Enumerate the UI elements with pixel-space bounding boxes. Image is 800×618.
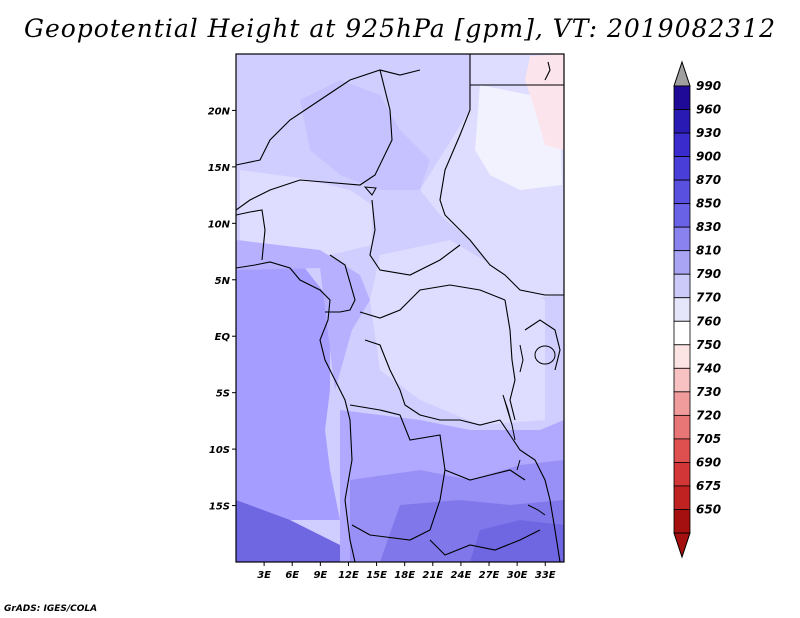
colorbar-swatch: [673, 438, 691, 463]
longitude-label: 3E: [257, 570, 271, 581]
colorbar-label: 960: [696, 103, 721, 117]
latitude-label: 10S: [209, 445, 230, 456]
latitude-label: 5N: [215, 276, 231, 287]
longitude-label: 30E: [507, 570, 528, 581]
longitude-label: 33E: [535, 570, 556, 581]
colorbar-swatch: [673, 320, 691, 346]
colorbar-label: 760: [696, 314, 721, 328]
lakes: [363, 186, 556, 516]
colorbar-swatch: [673, 414, 691, 440]
colorbar-swatch: [673, 156, 691, 181]
longitude-label: 24E: [451, 570, 472, 581]
colorbar-label: 870: [696, 173, 721, 187]
latitude-label: 15S: [209, 502, 230, 513]
colorbar-swatch: [673, 297, 691, 322]
colorbar-label: 750: [696, 338, 721, 352]
colorbar-label: 790: [696, 267, 721, 281]
latitude-label: 20N: [208, 106, 231, 117]
colorbar-swatch: [673, 250, 691, 275]
colorbar-label: 770: [696, 291, 721, 305]
colorbar-label: 705: [696, 432, 721, 446]
colorbar-label: 850: [696, 197, 721, 211]
colorbar-swatch: [673, 367, 691, 393]
longitude-label: 27E: [479, 570, 500, 581]
colorbar-swatch: [673, 509, 691, 534]
map-title: Geopotential Height at 925hPa [gpm], VT:…: [23, 14, 777, 43]
geopotential-field: [236, 54, 564, 562]
longitude-label: 9E: [313, 570, 327, 581]
colorbar-label: 990: [696, 79, 721, 93]
latitude-label: EQ: [215, 332, 231, 343]
country-borders: [236, 54, 564, 562]
credit-text: GrADS: IGES/COLA: [4, 604, 98, 614]
map-frame: [235, 53, 565, 563]
latitude-label: 15N: [208, 163, 231, 174]
colorbar-swatch: [673, 179, 691, 205]
colorbar: 990 960 930 900 870 850 830 810 790 770 760 750 740 7…: [673, 60, 721, 559]
longitude-label: 6E: [285, 570, 299, 581]
colorbar-label: 720: [696, 408, 721, 422]
colorbar-swatch: [673, 226, 691, 252]
colorbar-swatch: [673, 485, 691, 510]
colorbar-label: 740: [696, 361, 721, 375]
colorbar-top-arrow: [673, 60, 691, 87]
colorbar-swatch: [673, 462, 691, 487]
longitude-label: 21E: [422, 570, 443, 581]
colorbar-swatch: [673, 391, 691, 416]
latitude-label: 10N: [208, 219, 231, 230]
colorbar-label: 675: [696, 479, 721, 493]
colorbar-swatch: [673, 344, 691, 369]
colorbar-label: 730: [696, 385, 721, 399]
colorbar-swatch: [673, 273, 691, 299]
colorbar-swatch: [673, 109, 691, 134]
colorbar-label: 650: [696, 502, 721, 516]
longitude-axis: 3E 6E 9E 12E 15E 18E 21E 24E 27E 30E 33E: [257, 562, 556, 581]
colorbar-bottom-arrow: [673, 532, 691, 559]
colorbar-label: 930: [696, 126, 721, 140]
longitude-label: 12E: [338, 570, 359, 581]
longitude-label: 15E: [366, 570, 387, 581]
colorbar-label: 810: [696, 244, 721, 258]
latitude-axis: 20N 15N 10N 5N EQ 5S 10S 15S: [208, 106, 236, 513]
colorbar-swatch: [673, 203, 691, 228]
colorbar-swatch: [673, 85, 691, 110]
longitude-label: 18E: [394, 570, 415, 581]
colorbar-label: 690: [696, 455, 721, 469]
latitude-label: 5S: [216, 389, 230, 400]
colorbar-label: 830: [696, 220, 721, 234]
colorbar-label: 900: [696, 150, 721, 164]
colorbar-swatch: [673, 132, 691, 157]
